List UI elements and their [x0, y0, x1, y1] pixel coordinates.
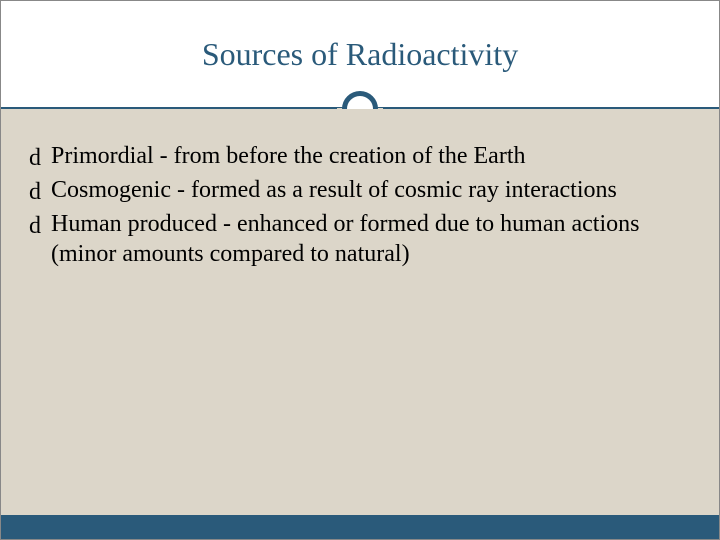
body-area: d Primordial - from before the creation … [29, 141, 691, 271]
bullet-icon: d [29, 175, 51, 207]
bullet-text: Cosmogenic - formed as a result of cosmi… [51, 175, 691, 205]
list-item: d Primordial - from before the creation … [29, 141, 691, 173]
bullet-icon: d [29, 141, 51, 173]
list-item: d Human produced - enhanced or formed du… [29, 209, 691, 269]
list-item: d Cosmogenic - formed as a result of cos… [29, 175, 691, 207]
bullet-icon: d [29, 209, 51, 241]
bullet-text: Primordial - from before the creation of… [51, 141, 691, 171]
bullet-text: Human produced - enhanced or formed due … [51, 209, 691, 269]
slide-title: Sources of Radioactivity [202, 36, 518, 73]
bottom-accent-bar [1, 515, 719, 539]
slide-container: Sources of Radioactivity d Primordial - … [0, 0, 720, 540]
circle-ornament-icon [342, 91, 378, 127]
